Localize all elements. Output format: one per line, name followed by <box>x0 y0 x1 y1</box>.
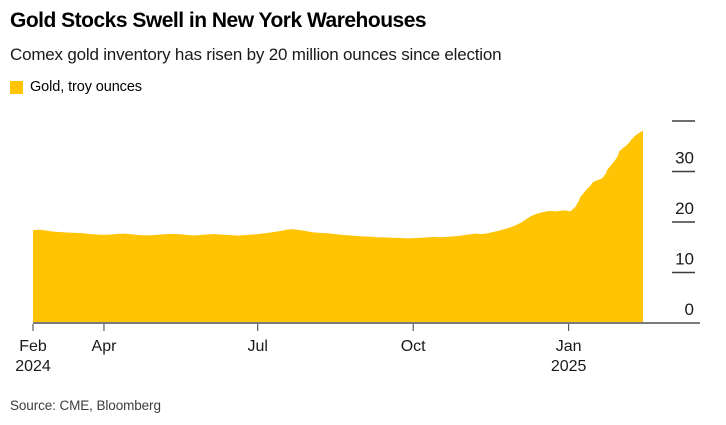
x-tick-label: Oct <box>401 338 426 355</box>
y-tick-label: 0 <box>685 300 694 319</box>
x-tick-year: 2024 <box>15 358 51 375</box>
chart-subtitle: Comex gold inventory has risen by 20 mil… <box>10 45 502 64</box>
source-line: Source: CME, Bloomberg <box>10 398 161 413</box>
area-series <box>33 130 643 323</box>
legend: Gold, troy ounces <box>10 79 142 95</box>
legend-swatch-icon <box>10 80 23 94</box>
y-tick-label: 10 <box>675 250 694 269</box>
y-tick-label: 20 <box>675 199 694 218</box>
x-tick-label: Jan <box>556 338 582 355</box>
legend-label: Gold, troy ounces <box>30 79 142 95</box>
x-tick-label: Jul <box>248 338 268 355</box>
x-tick-label: Apr <box>92 338 118 355</box>
x-tick-label: Feb <box>19 338 47 355</box>
chart-title: Gold Stocks Swell in New York Warehouses <box>10 9 427 32</box>
x-tick-year: 2025 <box>551 358 587 375</box>
y-tick-label: 30 <box>675 149 694 168</box>
